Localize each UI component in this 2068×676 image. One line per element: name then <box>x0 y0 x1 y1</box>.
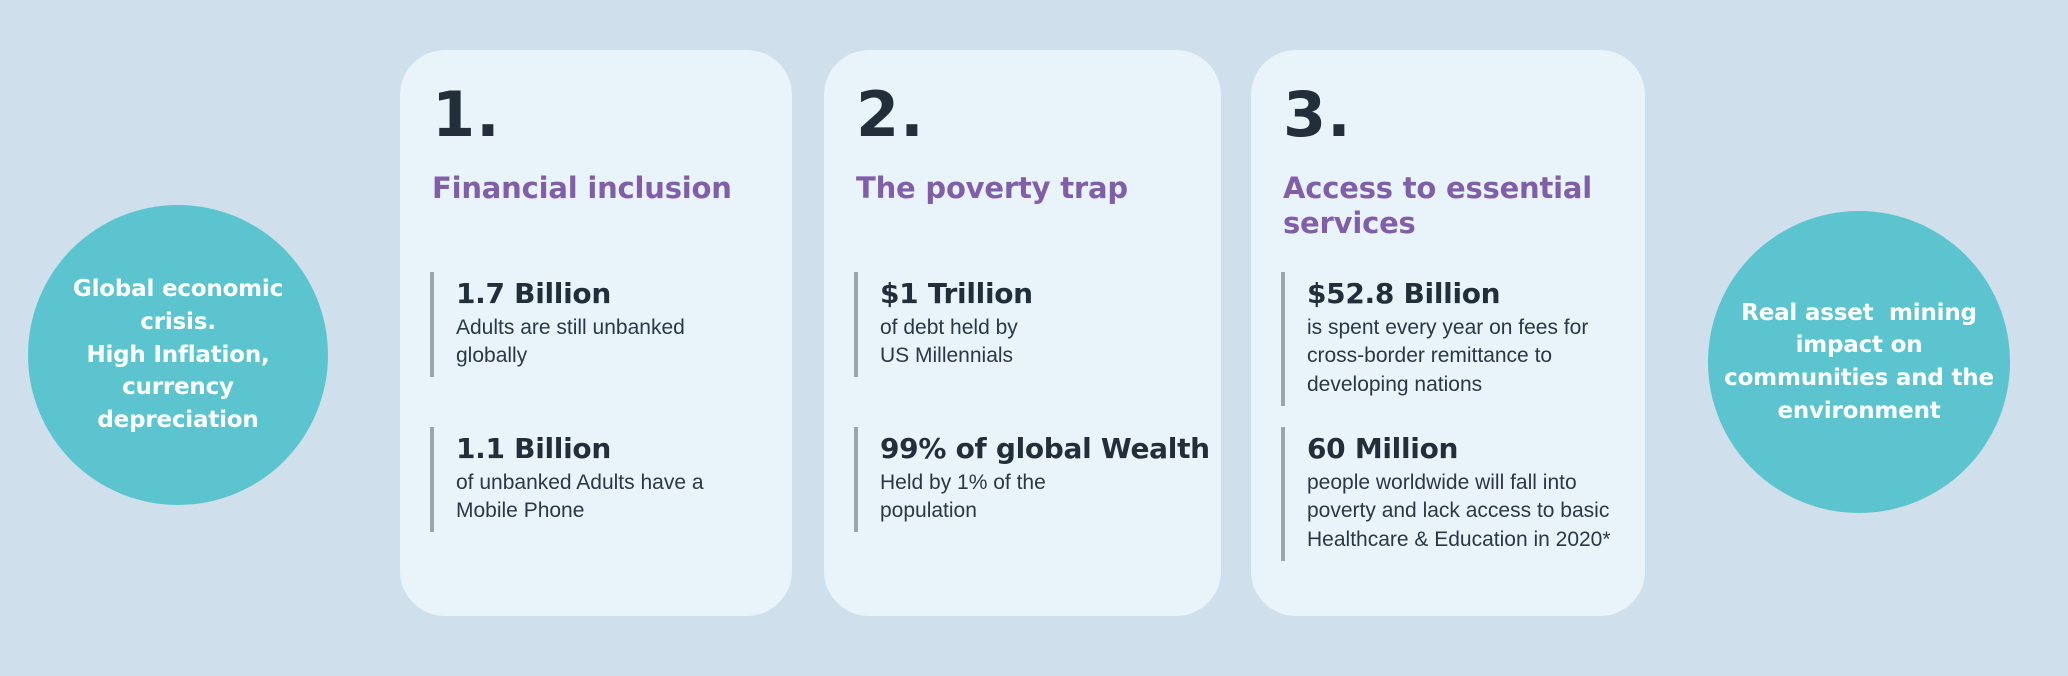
stat-value: $1 Trillion <box>880 277 1033 310</box>
card-title: Access to essential services <box>1283 171 1593 240</box>
stat-value: 99% of global Wealth <box>880 432 1210 465</box>
card-number: 1. <box>432 78 501 151</box>
right-highlight-circle: Real asset mining impact on communities … <box>1708 211 2010 513</box>
stat-description: Adults are still unbanked globally <box>456 315 685 368</box>
left-highlight-circle: Global economic crisis. High Inflation, … <box>28 205 328 505</box>
left-circle-text: Global economic crisis. High Inflation, … <box>72 276 284 433</box>
stat-item: $52.8 Billion is spent every year on fee… <box>1281 272 1635 406</box>
stat-item: 60 Million people worldwide will fall in… <box>1281 427 1635 561</box>
stat-item: 1.7 Billion Adults are still unbanked gl… <box>430 272 782 378</box>
stat-description: of unbanked Adults have a Mobile Phone <box>456 470 704 523</box>
stat-value: $52.8 Billion <box>1307 277 1501 310</box>
stat-description: of debt held by US Millennials <box>880 315 1018 368</box>
card-number: 2. <box>856 78 925 151</box>
card-number: 3. <box>1283 78 1352 151</box>
card-title: The poverty trap <box>856 171 1128 205</box>
card-title: Financial inclusion <box>432 171 732 205</box>
stat-item: $1 Trillion of debt held by US Millennia… <box>854 272 1211 378</box>
stat-value: 1.7 Billion <box>456 277 611 310</box>
card-financial-inclusion: 1. Financial inclusion 1.7 Billion Adult… <box>400 50 792 616</box>
card-access-essential-services: 3. Access to essential services $52.8 Bi… <box>1251 50 1645 616</box>
stat-description: people worldwide will fall into poverty … <box>1307 470 1611 552</box>
stat-value: 1.1 Billion <box>456 432 611 465</box>
stat-item: 1.1 Billion of unbanked Adults have a Mo… <box>430 427 782 533</box>
right-circle-text: Real asset mining impact on communities … <box>1724 299 1994 424</box>
stat-description: Held by 1% of the population <box>880 470 1046 523</box>
stat-item: 99% of global Wealth Held by 1% of the p… <box>854 427 1211 533</box>
stat-value: 60 Million <box>1307 432 1459 465</box>
stat-description: is spent every year on fees for cross-bo… <box>1307 315 1589 397</box>
card-poverty-trap: 2. The poverty trap $1 Trillion of debt … <box>824 50 1221 616</box>
